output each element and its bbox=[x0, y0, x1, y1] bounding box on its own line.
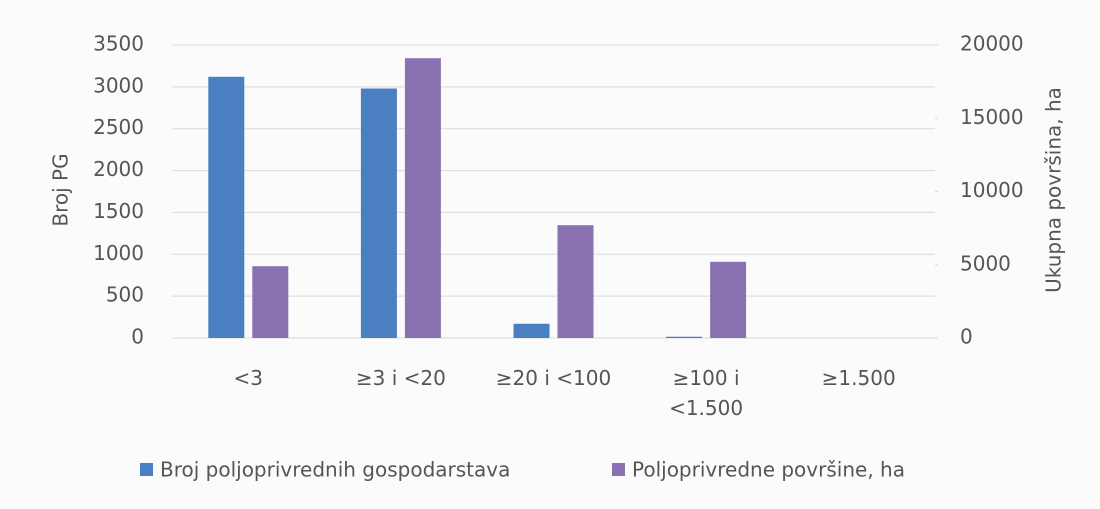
y-tick-label: 2500 bbox=[93, 115, 144, 139]
bar bbox=[557, 225, 594, 338]
y-tick-label: 3500 bbox=[93, 32, 144, 56]
y2-tick-label: 5000 bbox=[960, 251, 1011, 275]
legend-swatch bbox=[612, 463, 625, 476]
y2-tick-label: 20000 bbox=[960, 32, 1024, 56]
bar bbox=[360, 88, 397, 338]
legend-swatch bbox=[140, 463, 153, 476]
x-tick-label: ≥20 i <100 bbox=[495, 366, 612, 390]
bar bbox=[208, 76, 245, 338]
x-tick-label: ≥3 i <20 bbox=[355, 366, 446, 390]
y-tick-label: 1500 bbox=[93, 199, 144, 223]
x-tick-label: <3 bbox=[233, 366, 264, 390]
y-tick-label: 1000 bbox=[93, 241, 144, 265]
legend-label: Broj poljoprivrednih gospodarstava bbox=[160, 458, 510, 482]
y2-axis-title: Ukupna površina, ha bbox=[1042, 87, 1066, 293]
bar bbox=[252, 266, 289, 338]
bar bbox=[666, 336, 703, 338]
bar bbox=[513, 323, 550, 338]
x-tick-label: ≥1.500 bbox=[821, 366, 896, 390]
x-tick-label: ≥100 i <1.500 bbox=[669, 366, 744, 420]
bar bbox=[710, 261, 747, 338]
y-tick-label: 0 bbox=[131, 325, 144, 349]
y-tick-label: 2000 bbox=[93, 157, 144, 181]
y2-tick-label: 10000 bbox=[960, 178, 1024, 202]
y-tick-label: 500 bbox=[106, 283, 144, 307]
y-tick-label: 3000 bbox=[93, 73, 144, 97]
bar bbox=[404, 58, 441, 339]
y2-tick-label: 0 bbox=[960, 325, 973, 349]
legend-label: Poljoprivredne površine, ha bbox=[632, 458, 905, 482]
y2-tick-label: 15000 bbox=[960, 105, 1024, 129]
y-axis-title: Broj PG bbox=[49, 153, 73, 226]
